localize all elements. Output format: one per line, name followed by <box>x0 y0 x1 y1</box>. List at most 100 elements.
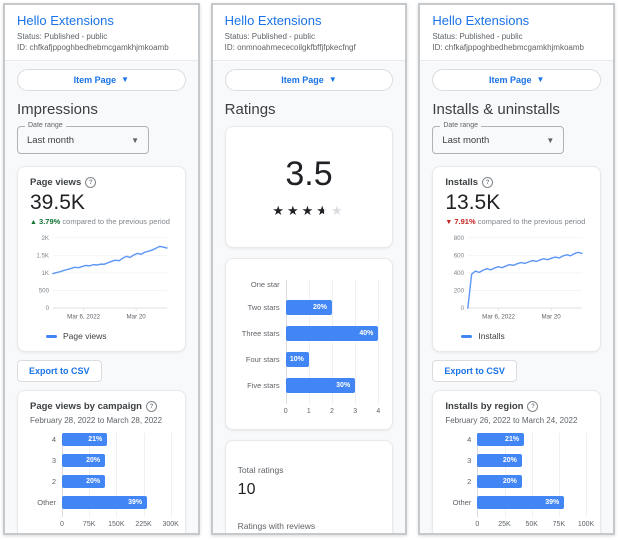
date-range-select[interactable]: Date range Last month ▼ <box>17 122 149 154</box>
extension-id: ID: onmnoahmececoilgkfbffjfpkecfngf <box>224 43 356 52</box>
metric-value: 13.5K <box>445 191 501 214</box>
chart-legend: Page views <box>46 331 173 341</box>
bar-value-label: 20% <box>86 478 101 486</box>
item-page-dropdown[interactable]: Item Page ▼ <box>432 69 602 91</box>
info-icon[interactable]: ? <box>145 401 157 413</box>
star-empty-icon: ★ <box>330 202 346 218</box>
bar-category-label: Other <box>452 498 472 508</box>
installs-panel: Hello Extensions Status: Published - pub… <box>418 3 616 535</box>
bar-row: 4 21% <box>30 433 173 447</box>
item-page-dropdown[interactable]: Item Page ▼ <box>17 69 186 91</box>
bar-track: 20% <box>62 454 171 468</box>
extension-title[interactable]: Hello Extensions <box>224 13 322 28</box>
metric-delta: ▲ 3.79% compared to the previous period <box>30 217 173 226</box>
x-tick-label: 0 <box>475 521 480 529</box>
campaign-bar-chart: 4 21% 3 20% 2 20% Other 39% 0 75K 150K 225K 300K <box>30 433 179 532</box>
bar: 21% <box>62 433 108 447</box>
chevron-down-icon: ▼ <box>546 135 555 145</box>
metric-title: Installs <box>445 177 479 188</box>
bar-row: One star <box>238 280 381 289</box>
svg-text:Mar 20: Mar 20 <box>127 314 147 321</box>
bar-row: 2 20% <box>445 475 588 489</box>
x-tick-label: 75K <box>82 521 96 529</box>
ratings-panel: Hello Extensions Status: Published - pub… <box>210 3 408 535</box>
legend-marker-icon <box>46 334 57 338</box>
bar-row: 4 21% <box>445 433 588 447</box>
delta-percent: 3.79% <box>39 217 61 226</box>
delta-percent: 7.91% <box>454 217 476 226</box>
card-title-row: Installs by region ? <box>445 401 588 413</box>
x-tick-label: 100K <box>577 521 595 529</box>
item-page-label: Item Page <box>73 75 117 85</box>
section-title: Installs & uninstalls <box>432 101 560 118</box>
svg-text:Mar 6, 2022: Mar 6, 2022 <box>483 314 517 321</box>
svg-text:Mar 6, 2022: Mar 6, 2022 <box>67 314 101 321</box>
date-range-label: Date range <box>440 122 481 129</box>
breakdown-subtitle: February 26, 2022 to March 24, 2022 <box>445 416 578 426</box>
bar-value-label: 30% <box>336 382 351 389</box>
export-csv-button[interactable]: Export to CSV <box>432 360 517 383</box>
x-tick-label: 300K <box>162 521 179 529</box>
legend-label: Installs <box>478 331 505 342</box>
bar-category-label: 4 <box>51 435 56 445</box>
bar-row: 3 20% <box>445 454 588 468</box>
bar-value-label: 20% <box>312 304 327 311</box>
card-title-row: Page views by campaign ? <box>30 401 173 413</box>
bar: 20% <box>285 300 332 315</box>
bar-track: 20% <box>285 300 379 315</box>
panel-body: Item Page ▼ Impressions Date range Last … <box>5 61 198 533</box>
bar-track: 40% <box>285 326 379 341</box>
extension-title[interactable]: Hello Extensions <box>17 13 114 28</box>
delta-suffix: compared to the previous period <box>477 217 586 226</box>
x-tick-label: 2 <box>330 408 334 415</box>
chevron-down-icon: ▼ <box>536 75 545 84</box>
svg-text:0: 0 <box>461 305 465 312</box>
installs-line-chart: 800 600 400 200 0 Mar 6, 2022 Mar 20 <box>445 232 588 327</box>
bar-category-label: Two stars <box>247 303 280 312</box>
item-page-label: Item Page <box>281 75 324 85</box>
svg-text:0: 0 <box>46 305 50 312</box>
info-icon[interactable]: ? <box>85 177 97 188</box>
rating-distribution-bar-chart: One star Two stars 20% Three stars 40% Four s… <box>238 280 381 419</box>
bar-category-label: Four stars <box>245 355 280 364</box>
bar-row: Five stars 30% <box>238 378 381 393</box>
bar-row: 2 20% <box>30 475 173 489</box>
svg-text:2K: 2K <box>41 235 49 242</box>
impressions-panel: Hello Extensions Status: Published - pub… <box>3 3 200 535</box>
bar-value-label: 21% <box>505 436 520 444</box>
extension-title[interactable]: Hello Extensions <box>432 13 530 28</box>
star-full-icon: ★ <box>272 202 288 218</box>
card-title-row: Page views ? <box>30 177 173 188</box>
info-icon[interactable]: ? <box>527 401 539 413</box>
bar-track: 21% <box>62 433 171 447</box>
x-tick-label: 75K <box>552 521 566 529</box>
chevron-down-icon: ▼ <box>121 75 130 84</box>
extension-id: ID: chfkafjppoghbedhebmcgamkhjmkoamb <box>17 43 169 52</box>
metric-title: Page views <box>30 177 82 188</box>
bar-category-label: Other <box>37 498 56 508</box>
bar: 20% <box>477 454 522 468</box>
bar: 40% <box>285 326 379 341</box>
bar-category-label: 4 <box>467 435 472 445</box>
bar-track: 21% <box>477 433 586 447</box>
stat-label: Total ratings <box>237 465 284 475</box>
bar-category-label: 3 <box>467 456 472 466</box>
info-icon[interactable]: ? <box>482 177 494 188</box>
page-views-line-chart: 2K 1.5K 1K 500 0 Mar 6, 2022 Mar 20 <box>30 232 173 327</box>
svg-text:800: 800 <box>454 235 465 242</box>
star-half-icon: ★ <box>316 203 331 218</box>
date-range-value: Last month <box>442 134 490 146</box>
date-range-label: Date range <box>25 122 66 129</box>
extension-header: Hello Extensions Status: Published - pub… <box>420 5 614 61</box>
breakdown-title: Installs by region <box>445 401 524 413</box>
bar-value-label: 39% <box>545 499 560 507</box>
section-title: Impressions <box>17 101 98 118</box>
x-axis-ticks: 0 75K 150K 225K 300K <box>60 517 179 532</box>
bar-category-label: Three stars <box>241 329 280 338</box>
date-range-select[interactable]: Date range Last month ▼ <box>432 122 565 154</box>
extension-status: Status: Published - public <box>17 32 108 41</box>
svg-text:500: 500 <box>39 288 50 295</box>
export-csv-button[interactable]: Export to CSV <box>17 360 102 383</box>
item-page-dropdown[interactable]: Item Page ▼ <box>224 69 394 91</box>
